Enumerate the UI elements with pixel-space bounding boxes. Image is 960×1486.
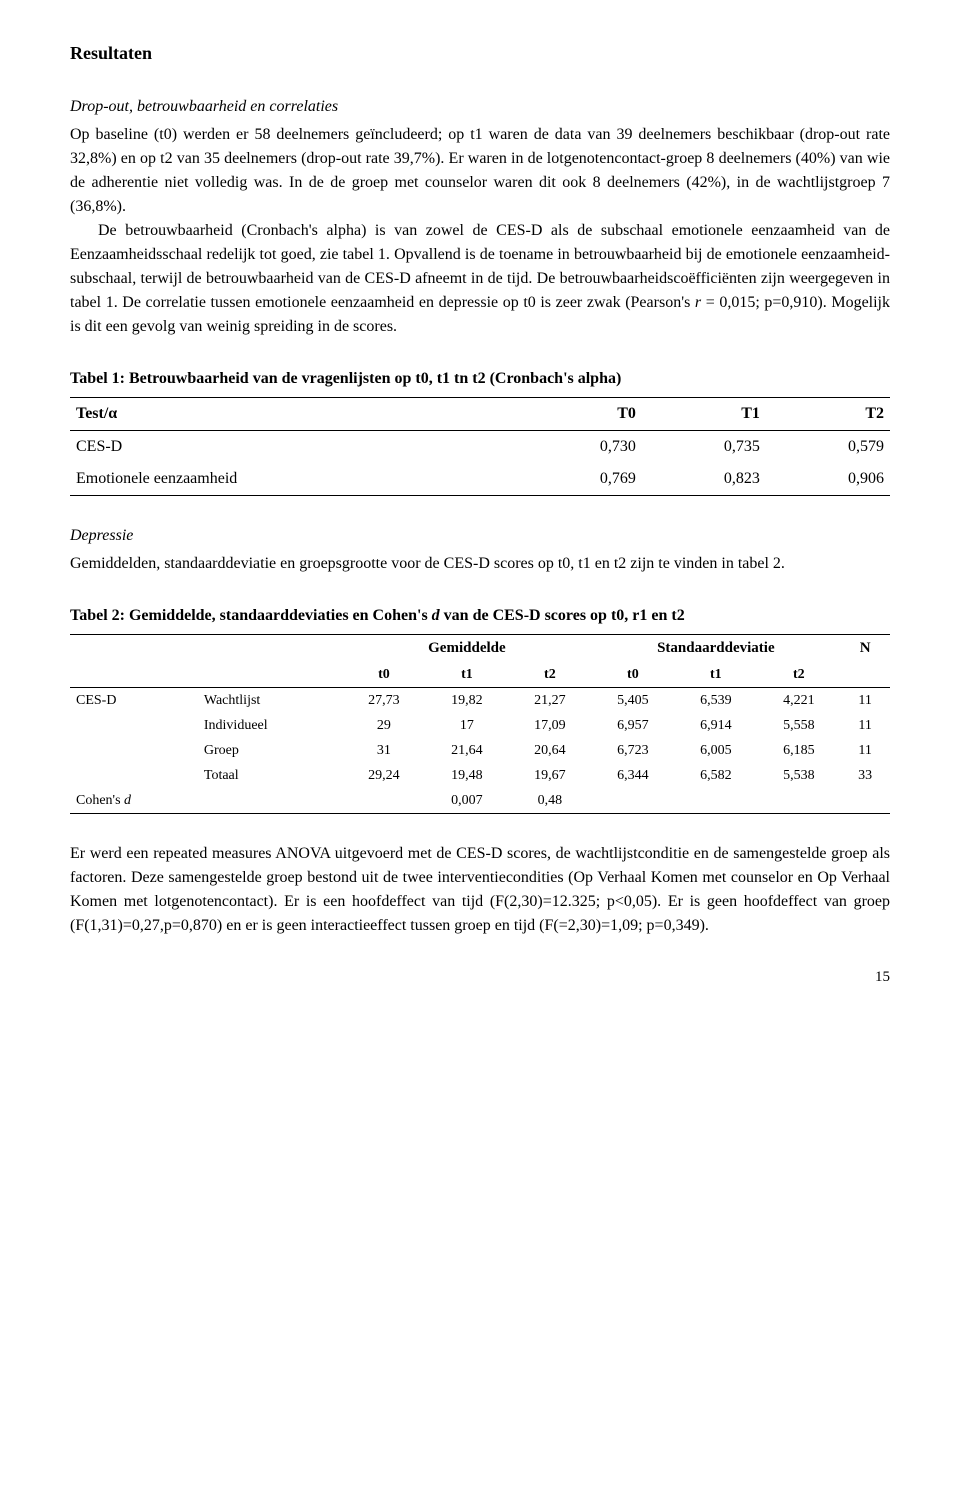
table1-row-1: Emotionele eenzaamheid 0,769 0,823 0,906 — [70, 463, 890, 496]
t2-cap-d: d — [432, 607, 440, 624]
t2-sh-3: t0 — [591, 662, 674, 688]
t2r2c1: Groep — [198, 738, 343, 763]
t1-r1c2: 0,823 — [642, 463, 766, 496]
t1-r0c3: 0,579 — [766, 431, 890, 464]
t2r2c8: 11 — [840, 738, 890, 763]
t2-sh-1: t1 — [425, 662, 508, 688]
t2r2c5: 6,723 — [591, 738, 674, 763]
t2-gh-blank0 — [70, 635, 198, 662]
table1-caption: Tabel 1: Betrouwbaarheid van de vragenli… — [70, 367, 890, 391]
t2-sh-blankN — [840, 662, 890, 688]
t2r1c6: 6,914 — [674, 713, 757, 738]
t2-sh-5: t2 — [757, 662, 840, 688]
t2r3c4: 19,67 — [508, 763, 591, 788]
page-number: 15 — [70, 966, 890, 989]
t2r3c2: 29,24 — [342, 763, 425, 788]
t2-row-2: Groep 31 21,64 20,64 6,723 6,005 6,185 1… — [70, 738, 890, 763]
paragraph-1: Op baseline (t0) werden er 58 deelnemers… — [70, 123, 890, 339]
t2r1c7: 5,558 — [757, 713, 840, 738]
t2-cohen-blank2 — [342, 788, 425, 814]
t2r0c7: 4,221 — [757, 687, 840, 713]
t1-r1c3: 0,906 — [766, 463, 890, 496]
t2r2c0 — [70, 738, 198, 763]
t2r1c1: Individueel — [198, 713, 343, 738]
para1-text: Op baseline (t0) werden er 58 deelnemers… — [70, 126, 890, 215]
t2-cohen-b4 — [674, 788, 757, 814]
t2-gh-sd: Standaarddeviatie — [591, 635, 840, 662]
t2r0c4: 21,27 — [508, 687, 591, 713]
t2-row-3: Totaal 29,24 19,48 19,67 6,344 6,582 5,5… — [70, 763, 890, 788]
t2r1c5: 6,957 — [591, 713, 674, 738]
section-heading: Resultaten — [70, 40, 890, 67]
t2-gh-n: N — [840, 635, 890, 662]
t2r3c0 — [70, 763, 198, 788]
t2r1c3: 17 — [425, 713, 508, 738]
t2r0c2: 27,73 — [342, 687, 425, 713]
t1-h1: T0 — [518, 398, 642, 431]
t1-r1c0: Emotionele eenzaamheid — [70, 463, 518, 496]
t1-r1c1: 0,769 — [518, 463, 642, 496]
t1-h0: Test/α — [70, 398, 518, 431]
table1-row-0: CES-D 0,730 0,735 0,579 — [70, 431, 890, 464]
cohen-d-symbol: d — [124, 793, 131, 808]
t2r0c1: Wachtlijst — [198, 687, 343, 713]
t1-r0c1: 0,730 — [518, 431, 642, 464]
t2-row-0: CES-D Wachtlijst 27,73 19,82 21,27 5,405… — [70, 687, 890, 713]
t2r3c7: 5,538 — [757, 763, 840, 788]
t2r1c8: 11 — [840, 713, 890, 738]
t2r2c3: 21,64 — [425, 738, 508, 763]
t2-cohen-b3 — [591, 788, 674, 814]
t2r2c6: 6,005 — [674, 738, 757, 763]
subheading-depressie: Depressie — [70, 524, 890, 548]
t2-sh-0: t0 — [342, 662, 425, 688]
t2-cap-b: van de CES-D scores op t0, r1 en t2 — [440, 607, 685, 624]
t1-h2: T1 — [642, 398, 766, 431]
t2r1c4: 17,09 — [508, 713, 591, 738]
table-2: Gemiddelde Standaarddeviatie N t0 t1 t2 … — [70, 634, 890, 814]
t2-sh-4: t1 — [674, 662, 757, 688]
subheading-dropout: Drop-out, betrouwbaarheid en correlaties — [70, 95, 890, 119]
t2-subhead-row: t0 t1 t2 t0 t1 t2 — [70, 662, 890, 688]
t2r1c2: 29 — [342, 713, 425, 738]
t2r0c5: 5,405 — [591, 687, 674, 713]
t1-r0c0: CES-D — [70, 431, 518, 464]
paragraph-3: Er werd een repeated measures ANOVA uitg… — [70, 842, 890, 938]
t2r0c8: 11 — [840, 687, 890, 713]
t2-sh-2: t2 — [508, 662, 591, 688]
t2-cohen-b5 — [757, 788, 840, 814]
t2r2c7: 6,185 — [757, 738, 840, 763]
t2-sh-blank0 — [70, 662, 198, 688]
paragraph-2: Gemiddelden, standaarddeviatie en groeps… — [70, 552, 890, 576]
t1-h3: T2 — [766, 398, 890, 431]
t2r3c6: 6,582 — [674, 763, 757, 788]
t2-row-1: Individueel 29 17 17,09 6,957 6,914 5,55… — [70, 713, 890, 738]
t2r0c6: 6,539 — [674, 687, 757, 713]
t2r0c0: CES-D — [70, 687, 198, 713]
cohen-a: Cohen's — [76, 793, 124, 808]
t2r3c3: 19,48 — [425, 763, 508, 788]
t1-r0c2: 0,735 — [642, 431, 766, 464]
t2r0c3: 19,82 — [425, 687, 508, 713]
t2-row-cohen: Cohen's d 0,007 0,48 — [70, 788, 890, 814]
t2-cohen-v1: 0,48 — [508, 788, 591, 814]
table2-caption: Tabel 2: Gemiddelde, standaarddeviaties … — [70, 604, 890, 628]
t2r1c0 — [70, 713, 198, 738]
t2-gh-gemiddelde: Gemiddelde — [342, 635, 591, 662]
t2r3c5: 6,344 — [591, 763, 674, 788]
table-1: Test/α T0 T1 T2 CES-D 0,730 0,735 0,579 … — [70, 397, 890, 496]
t2r3c8: 33 — [840, 763, 890, 788]
t2-cap-a: Tabel 2: Gemiddelde, standaarddeviaties … — [70, 607, 432, 624]
table1-header-row: Test/α T0 T1 T2 — [70, 398, 890, 431]
t2-cohen-label: Cohen's d — [70, 788, 198, 814]
t2-cohen-v0: 0,007 — [425, 788, 508, 814]
t2-group-head-row: Gemiddelde Standaarddeviatie N — [70, 635, 890, 662]
t2-cohen-b6 — [840, 788, 890, 814]
t2r2c4: 20,64 — [508, 738, 591, 763]
t2-gh-blank1 — [198, 635, 343, 662]
t2-cohen-blank — [198, 788, 343, 814]
t2r3c1: Totaal — [198, 763, 343, 788]
t2r2c2: 31 — [342, 738, 425, 763]
t2-sh-blank1 — [198, 662, 343, 688]
